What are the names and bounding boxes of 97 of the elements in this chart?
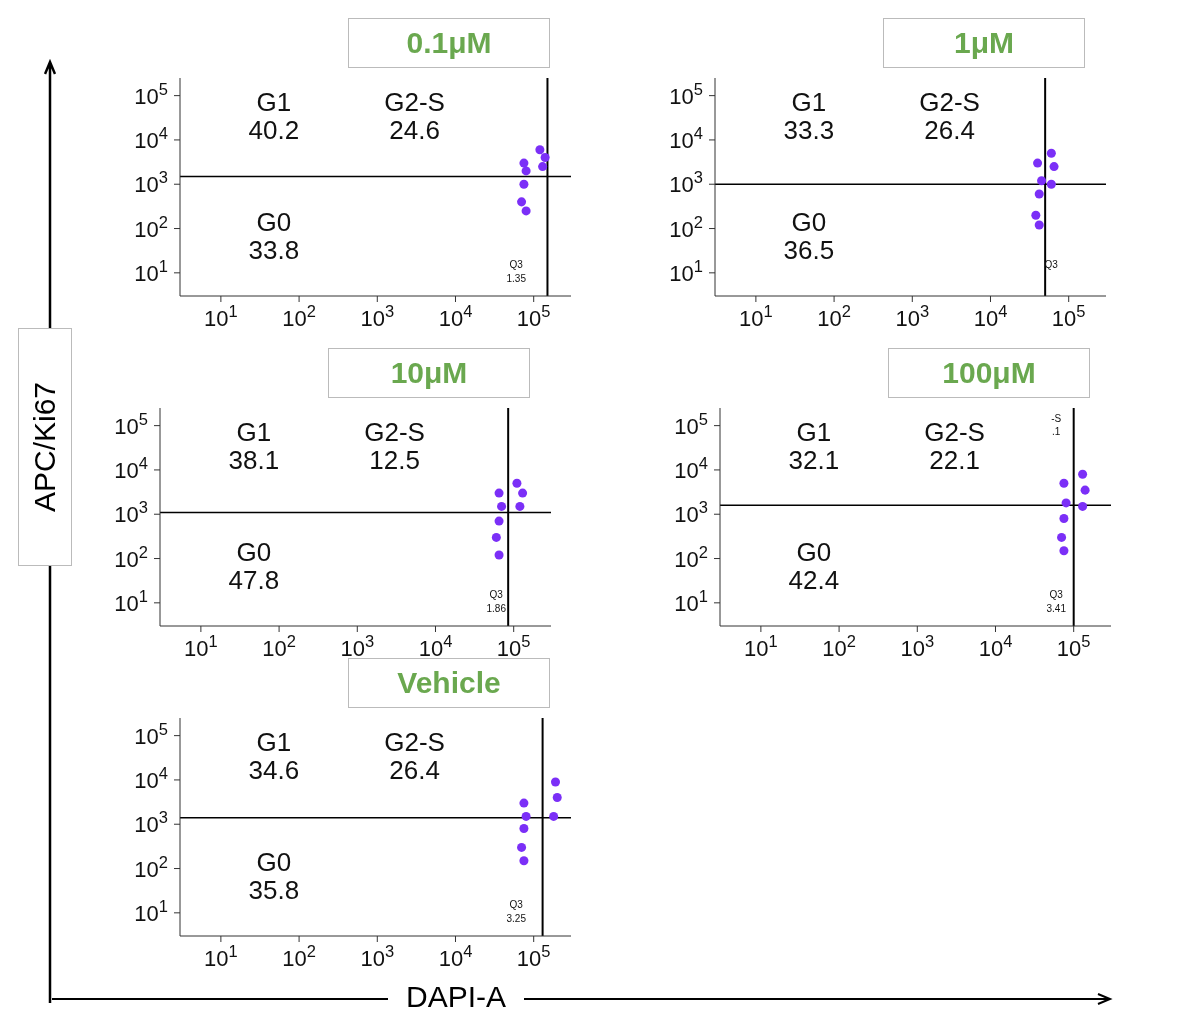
y-tick-label: 10$^{3}$ <box>674 498 708 528</box>
annotation: 40.2 <box>248 115 300 146</box>
chart-title: 10μM <box>328 348 530 398</box>
annotation: 22.1 <box>929 445 980 476</box>
y-tick-label: 10$^{1}$ <box>134 256 168 286</box>
annotation: G2-S <box>364 416 425 447</box>
y-tick-label: 10$^{2}$ <box>669 212 703 242</box>
annotation: G2-S <box>919 86 980 117</box>
x-tick-label: 10$^{3}$ <box>900 632 935 661</box>
annotation: G2-S <box>924 416 985 447</box>
y-tick-label: 10$^{1}$ <box>114 586 148 616</box>
x-tick-label: 10$^{2}$ <box>282 302 316 331</box>
y-axis-title: APC/Ki67 <box>28 381 62 513</box>
x-tick-label: 10$^{1}$ <box>204 302 238 331</box>
y-tick-label: 10$^{1}$ <box>674 586 708 616</box>
x-tick-label: 10$^{4}$ <box>438 302 473 331</box>
annotation: G0 <box>236 536 272 567</box>
annotation: -S <box>1051 412 1062 424</box>
annotation: 33.8 <box>248 235 300 266</box>
annotation: 33.3 <box>783 115 835 146</box>
x-tick-label: 10$^{2}$ <box>262 632 296 661</box>
annotation: 1.35 <box>506 272 526 284</box>
annotation: G2-S <box>384 726 445 757</box>
annotation: 34.6 <box>248 755 300 786</box>
annotation: G0 <box>791 206 827 237</box>
annotation: 24.6 <box>389 115 440 146</box>
x-tick-label: 10$^{4}$ <box>418 632 453 661</box>
annotation: 26.4 <box>389 755 440 786</box>
y-tick-label: 10$^{1}$ <box>134 896 168 926</box>
annotation: 26.4 <box>924 115 975 146</box>
x-tick-label: 10$^{3}$ <box>360 942 395 971</box>
y-tick-label: 10$^{3}$ <box>669 168 703 198</box>
x-tick-label: 10$^{4}$ <box>978 632 1013 661</box>
x-tick-label: 10$^{3}$ <box>895 302 930 331</box>
annotation: Q3 <box>509 259 523 271</box>
annotation: G1 <box>796 416 832 447</box>
y-tick-label: 10$^{5}$ <box>114 409 148 439</box>
y-tick-label: 10$^{4}$ <box>134 763 168 793</box>
annotation: 35.8 <box>248 875 300 906</box>
annotation: Q3 <box>1049 589 1063 601</box>
annotation: 32.1 <box>788 445 840 476</box>
x-tick-label: 10$^{5}$ <box>1051 302 1086 331</box>
annotation: G0 <box>256 846 292 877</box>
x-tick-label: 10$^{1}$ <box>739 302 773 331</box>
annotation: G1 <box>256 726 292 757</box>
x-tick-label: 10$^{3}$ <box>340 632 375 661</box>
annotation: 3.41 <box>1046 602 1066 614</box>
y-tick-label: 10$^{1}$ <box>669 256 703 286</box>
x-tick-label: 10$^{5}$ <box>1056 632 1091 661</box>
x-tick-label: 10$^{5}$ <box>496 632 531 661</box>
y-tick-label: 10$^{2}$ <box>674 542 708 572</box>
x-tick-label: 10$^{1}$ <box>184 632 218 661</box>
x-tick-label: 10$^{2}$ <box>282 942 316 971</box>
y-tick-label: 10$^{3}$ <box>134 168 168 198</box>
chart-title: Vehicle <box>397 666 501 699</box>
annotation: 38.1 <box>228 445 280 476</box>
annotation: 47.8 <box>228 565 280 596</box>
chart-title: 1μM <box>883 18 1085 68</box>
y-tick-label: 10$^{4}$ <box>134 123 168 153</box>
annotation: G1 <box>256 86 292 117</box>
x-tick-label: 10$^{4}$ <box>973 302 1008 331</box>
y-tick-label: 10$^{5}$ <box>134 79 168 109</box>
annotation: G0 <box>256 206 292 237</box>
annotation: G1 <box>791 86 827 117</box>
annotation: Q3 <box>509 899 523 911</box>
x-tick-label: 10$^{3}$ <box>360 302 395 331</box>
y-tick-label: 10$^{2}$ <box>134 852 168 882</box>
x-tick-label: 10$^{1}$ <box>744 632 778 661</box>
annotation: .1 <box>1052 425 1061 437</box>
annotation: G1 <box>236 416 272 447</box>
x-tick-label: 10$^{2}$ <box>817 302 851 331</box>
y-tick-label: 10$^{4}$ <box>674 453 708 483</box>
x-tick-label: 10$^{4}$ <box>438 942 473 971</box>
x-tick-label: 10$^{5}$ <box>516 302 551 331</box>
y-tick-label: 10$^{2}$ <box>134 212 168 242</box>
y-tick-label: 10$^{5}$ <box>674 409 708 439</box>
annotation: 3.25 <box>506 912 526 924</box>
x-tick-label: 10$^{5}$ <box>516 942 551 971</box>
annotation: 1.86 <box>486 602 506 614</box>
chart-title: 100μM <box>888 348 1090 398</box>
x-tick-label: 10$^{2}$ <box>822 632 856 661</box>
annotation: G0 <box>796 536 832 567</box>
y-tick-label: 10$^{5}$ <box>134 719 168 749</box>
y-tick-label: 10$^{3}$ <box>134 808 168 838</box>
annotation: G2-S <box>384 86 445 117</box>
chart-title: 0.1μM <box>348 18 550 68</box>
annotation: 42.4 <box>788 565 840 596</box>
y-tick-label: 10$^{5}$ <box>669 79 703 109</box>
annotation: Q3 <box>489 589 503 601</box>
y-tick-label: 10$^{4}$ <box>669 123 703 153</box>
y-tick-label: 10$^{4}$ <box>114 453 148 483</box>
x-axis-title: DAPI-A <box>388 980 525 1014</box>
annotation: 36.5 <box>783 235 835 266</box>
x-tick-label: 10$^{1}$ <box>204 942 238 971</box>
y-tick-label: 10$^{2}$ <box>114 542 148 572</box>
y-tick-label: 10$^{3}$ <box>114 498 148 528</box>
annotation: 12.5 <box>369 445 420 476</box>
